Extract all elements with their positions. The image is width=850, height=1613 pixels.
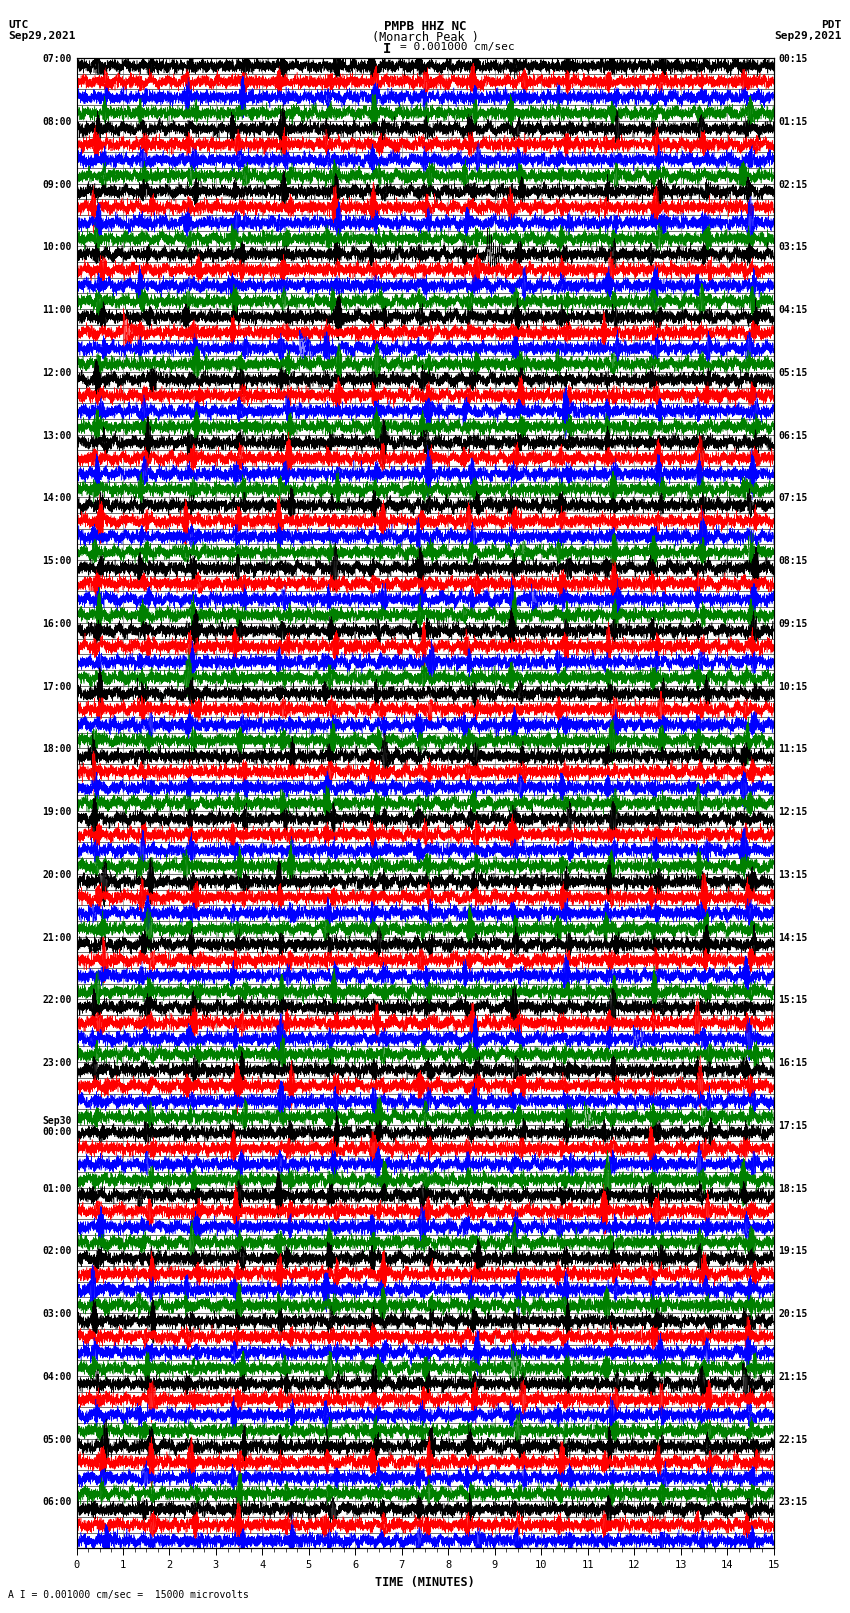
Text: Sep29,2021: Sep29,2021 [774, 31, 842, 40]
Text: A I = 0.001000 cm/sec =  15000 microvolts: A I = 0.001000 cm/sec = 15000 microvolts [8, 1590, 249, 1600]
Text: (Monarch Peak ): (Monarch Peak ) [371, 31, 479, 44]
Text: = 0.001000 cm/sec: = 0.001000 cm/sec [400, 42, 514, 52]
Text: UTC: UTC [8, 19, 29, 31]
Text: PMPB HHZ NC: PMPB HHZ NC [383, 19, 467, 34]
Text: PDT: PDT [821, 19, 842, 31]
X-axis label: TIME (MINUTES): TIME (MINUTES) [375, 1576, 475, 1589]
Text: Sep29,2021: Sep29,2021 [8, 31, 76, 40]
Text: I: I [382, 42, 391, 56]
